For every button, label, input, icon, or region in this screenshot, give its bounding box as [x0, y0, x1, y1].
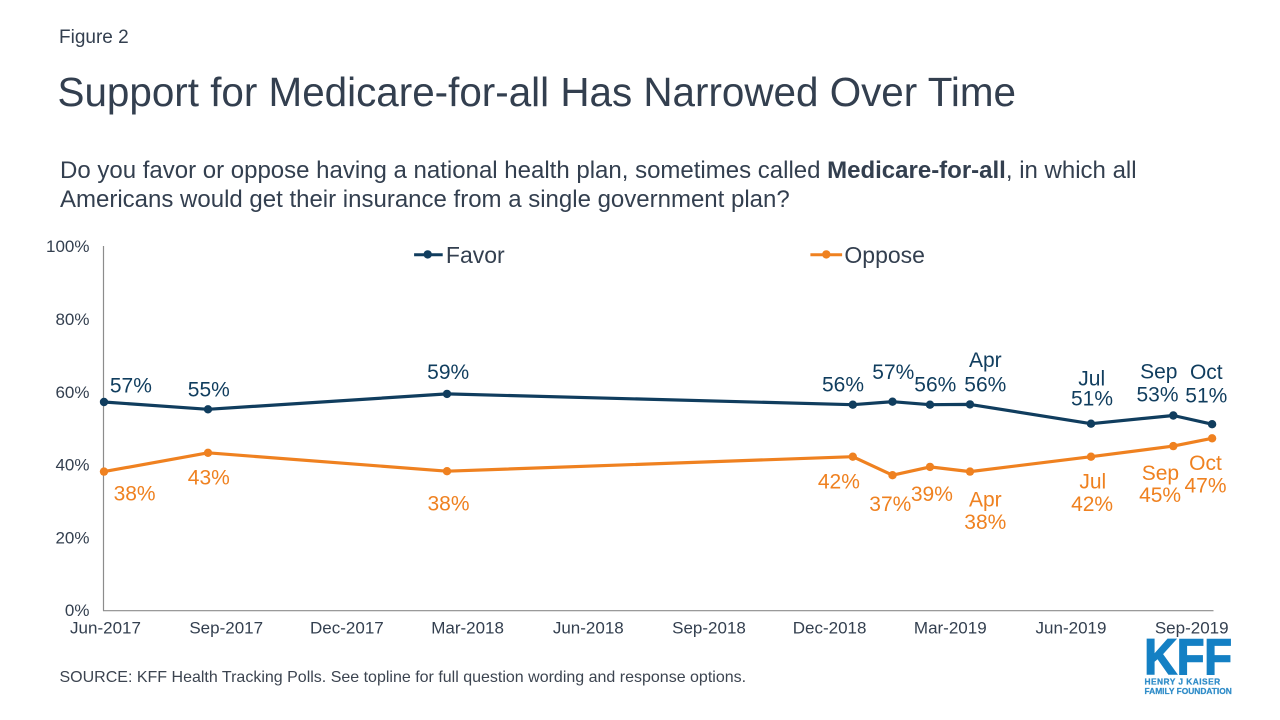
svg-text:Sep: Sep	[1140, 360, 1177, 383]
svg-text:Dec-2018: Dec-2018	[793, 619, 867, 638]
svg-text:Oct: Oct	[1190, 361, 1223, 384]
svg-text:38%: 38%	[427, 493, 469, 516]
svg-text:20%: 20%	[55, 528, 89, 547]
svg-text:Jun-2019: Jun-2019	[1036, 619, 1107, 638]
svg-text:FAMILY FOUNDATION: FAMILY FOUNDATION	[1145, 686, 1232, 696]
svg-text:56%: 56%	[964, 373, 1006, 396]
svg-text:KFF: KFF	[1144, 630, 1231, 686]
svg-text:Jul: Jul	[1079, 471, 1106, 494]
svg-text:Jun-2018: Jun-2018	[553, 619, 624, 638]
svg-text:55%: 55%	[188, 379, 230, 402]
svg-text:0%: 0%	[65, 601, 90, 620]
svg-text:Sep-2018: Sep-2018	[672, 619, 746, 638]
svg-text:56%: 56%	[822, 373, 864, 396]
svg-text:51%: 51%	[1185, 385, 1227, 408]
svg-text:Mar-2018: Mar-2018	[431, 619, 504, 638]
svg-text:37%: 37%	[869, 493, 911, 516]
svg-text:59%: 59%	[427, 361, 469, 384]
svg-text:38%: 38%	[964, 511, 1006, 534]
svg-text:Apr: Apr	[969, 349, 1002, 372]
svg-text:Sep-2017: Sep-2017	[189, 619, 263, 638]
svg-text:42%: 42%	[1071, 493, 1113, 516]
svg-text:60%: 60%	[55, 383, 89, 402]
svg-text:Apr: Apr	[969, 489, 1002, 512]
svg-text:80%: 80%	[55, 310, 89, 329]
svg-text:51%: 51%	[1071, 387, 1113, 410]
svg-text:53%: 53%	[1136, 384, 1178, 407]
svg-text:47%: 47%	[1184, 475, 1226, 498]
svg-text:56%: 56%	[914, 373, 956, 396]
svg-text:39%: 39%	[911, 483, 953, 506]
svg-text:38%: 38%	[114, 483, 156, 506]
svg-text:42%: 42%	[818, 471, 860, 494]
svg-text:40%: 40%	[55, 456, 89, 475]
svg-text:57%: 57%	[110, 374, 152, 397]
svg-text:Oppose: Oppose	[844, 242, 925, 268]
svg-text:Sep-2019: Sep-2019	[1155, 619, 1229, 638]
svg-text:HENRY J KAISER: HENRY J KAISER	[1145, 676, 1221, 686]
svg-text:Dec-2017: Dec-2017	[310, 619, 384, 638]
svg-text:43%: 43%	[188, 467, 230, 490]
svg-text:Favor: Favor	[446, 242, 505, 268]
svg-text:Sep: Sep	[1142, 462, 1179, 485]
svg-text:45%: 45%	[1139, 484, 1181, 507]
svg-text:Oct: Oct	[1189, 452, 1222, 475]
svg-text:Jul: Jul	[1078, 368, 1105, 391]
svg-text:100%: 100%	[46, 237, 89, 256]
svg-text:Jun-2017: Jun-2017	[70, 619, 141, 638]
svg-text:57%: 57%	[872, 361, 914, 384]
svg-text:Mar-2019: Mar-2019	[914, 619, 987, 638]
